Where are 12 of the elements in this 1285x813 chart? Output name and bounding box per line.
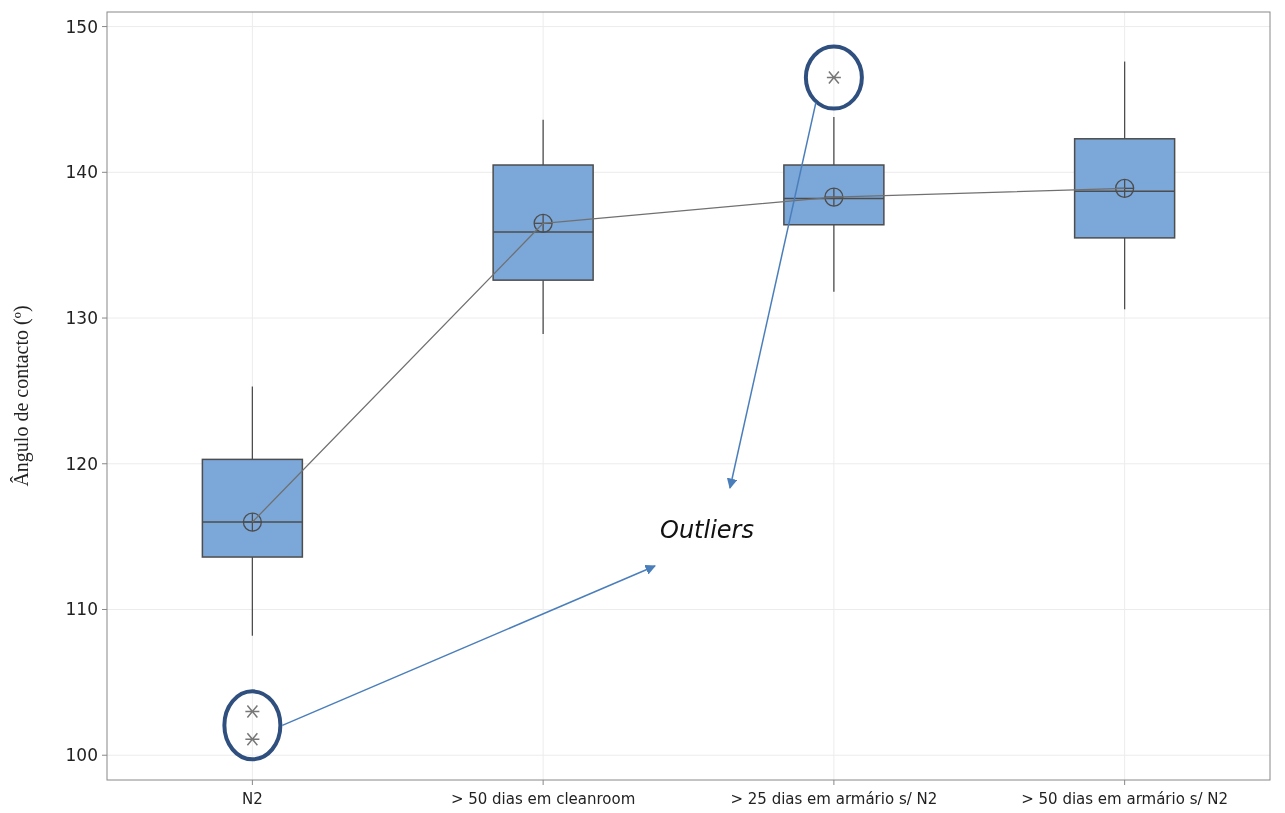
x-tick-label: > 25 dias em armário s/ N2 bbox=[730, 790, 938, 808]
y-tick-label: 100 bbox=[65, 745, 98, 766]
annotation: Outliers bbox=[660, 516, 754, 544]
x-tick-label: N2 bbox=[241, 790, 263, 808]
y-axis-title: Ângulo de contacto (º) bbox=[10, 305, 33, 487]
y-tick-label: 130 bbox=[65, 307, 98, 328]
x-tick-label: > 50 dias em cleanroom bbox=[450, 790, 636, 808]
y-tick-label: 140 bbox=[65, 162, 98, 183]
y-tick-label: 150 bbox=[65, 16, 98, 37]
y-tick-label: 120 bbox=[65, 453, 98, 474]
x-tick-label: > 50 dias em armário s/ N2 bbox=[1021, 790, 1229, 808]
y-tick-label: 110 bbox=[65, 599, 98, 620]
